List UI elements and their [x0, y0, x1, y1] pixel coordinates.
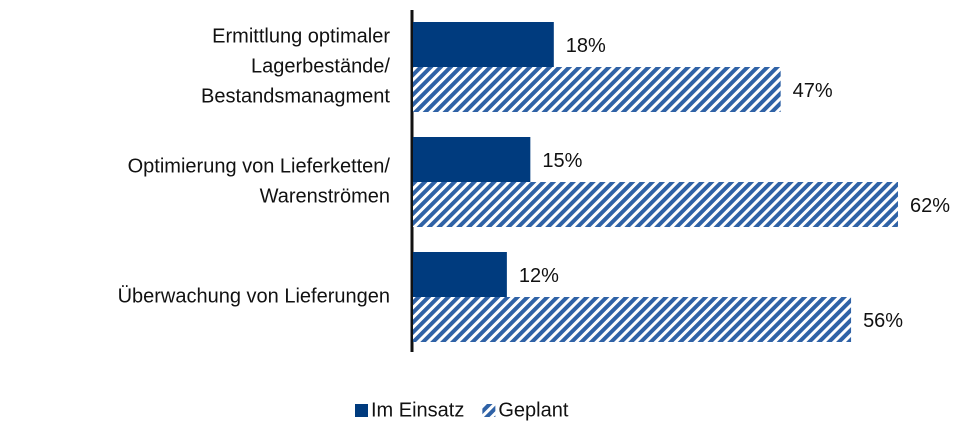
value-label: 15% [542, 150, 582, 172]
value-label: 12% [519, 265, 559, 287]
legend-swatch [355, 404, 368, 417]
category-label: Ermittlung optimaler [212, 25, 390, 47]
value-label: 56% [863, 310, 903, 332]
legend-swatch [482, 404, 496, 417]
category-label: Überwachung von Lieferungen [118, 285, 390, 307]
bar [413, 182, 898, 227]
bar [413, 22, 554, 67]
category-label: Lagerbestände/ [251, 55, 390, 77]
category-label: Optimierung von Lieferketten/ [128, 155, 391, 177]
legend-label: Geplant [498, 399, 568, 421]
value-label: 18% [566, 35, 606, 57]
bar [413, 67, 781, 112]
value-label: 62% [910, 195, 950, 217]
bar [413, 137, 531, 182]
bar [413, 252, 507, 297]
category-label: Bestandsmanagment [201, 85, 390, 107]
legend-label: Im Einsatz [371, 399, 464, 421]
category-label: Warenströmen [260, 185, 390, 207]
value-label: 47% [793, 80, 833, 102]
bar [413, 297, 852, 342]
